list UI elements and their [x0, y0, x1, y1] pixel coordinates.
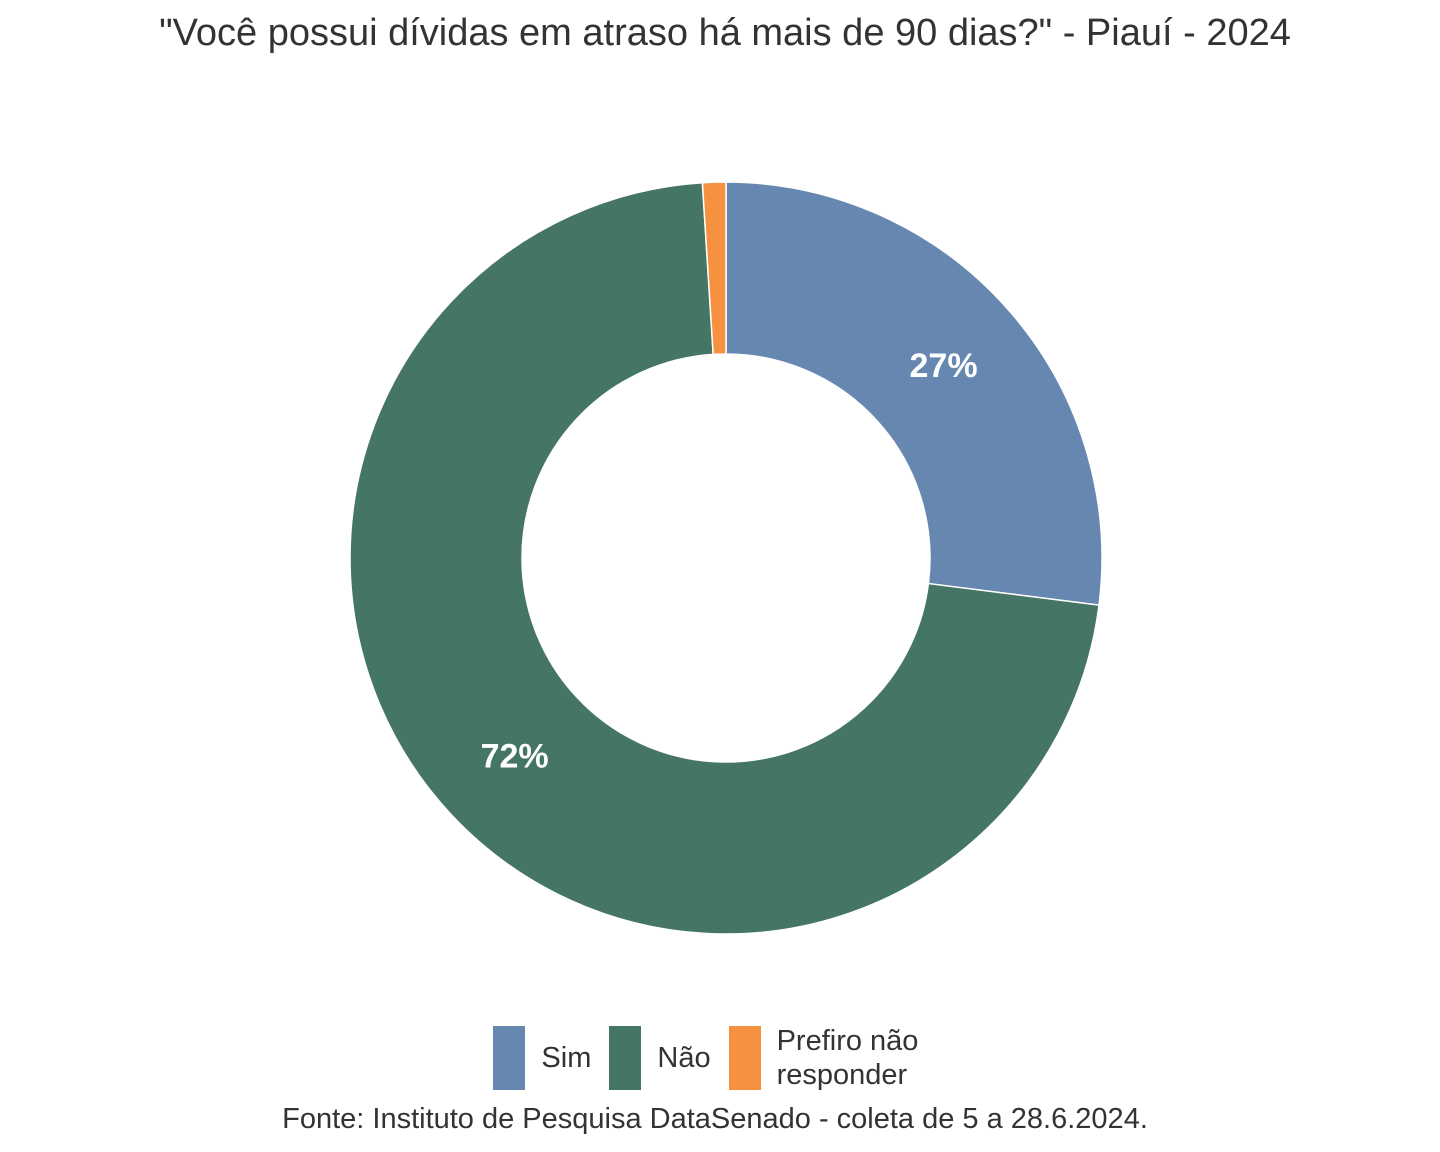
legend-item-sim: Sim — [493, 1026, 591, 1090]
data-label-nao: 72% — [481, 738, 549, 776]
legend-swatch-sim — [493, 1026, 526, 1090]
legend-label-sim: Sim — [541, 1042, 592, 1074]
legend-swatch-prefiro-nao-responder — [728, 1026, 761, 1090]
legend-item-nao: Não — [609, 1026, 711, 1090]
legend-label-prefiro-nao-responder: Prefiro não responder — [776, 1025, 919, 1091]
legend-label-nao: Não — [657, 1042, 711, 1074]
legend-swatch-nao — [609, 1026, 642, 1090]
data-label-sim: 27% — [910, 347, 978, 385]
slice-sim — [725, 181, 1103, 606]
slice-prefiro-nao-responder — [701, 181, 727, 356]
slice-nao — [349, 181, 1100, 935]
chart-caption: Fonte: Instituto de Pesquisa DataSenado … — [282, 1103, 1148, 1135]
chart-title: "Você possui dívidas em atraso há mais d… — [159, 12, 1291, 54]
legend-item-prefiro-nao-responder: Prefiro não responder — [728, 1024, 947, 1092]
donut-chart: 27% 72% — [349, 181, 1103, 935]
chart-legend: Sim Não Prefiro não responder — [0, 1024, 1440, 1092]
